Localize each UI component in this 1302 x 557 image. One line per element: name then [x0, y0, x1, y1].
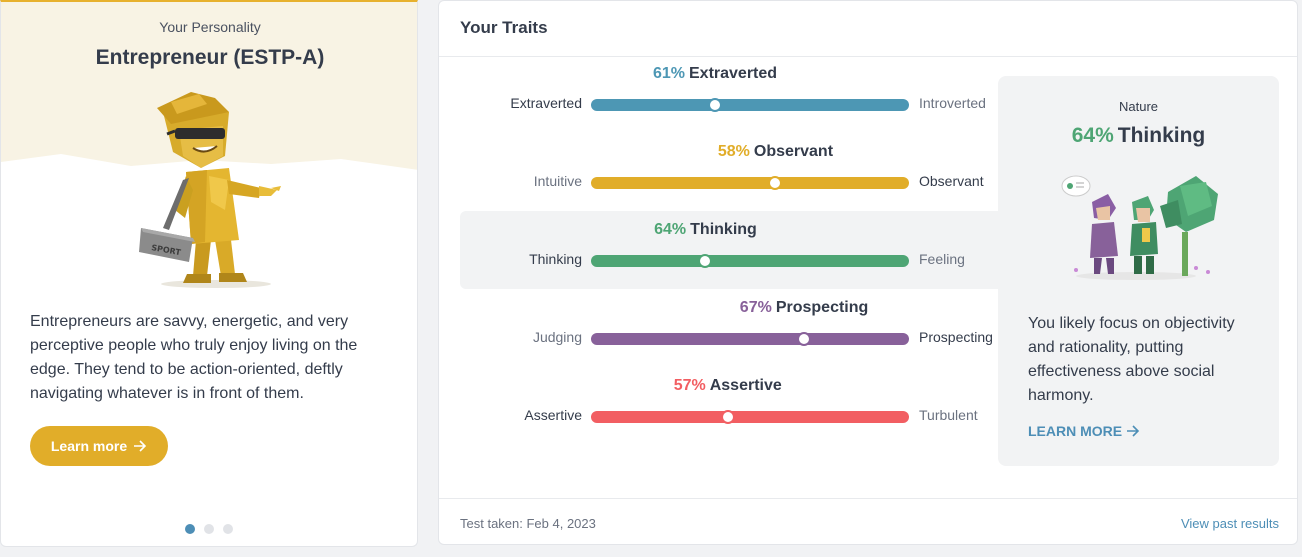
entrepreneur-figure-illustration: SPORT	[139, 92, 281, 288]
view-past-results-link[interactable]: View past results	[1180, 516, 1279, 531]
nature-percent: 64%	[1071, 124, 1114, 147]
trait-row-prospecting[interactable]: 67% Prospecting Judging Prospecting	[460, 289, 1020, 367]
trait-name: Extraverted	[689, 65, 778, 82]
personality-card: Your Personality Entrepreneur (ESTP-A)	[0, 0, 418, 547]
personality-description: Entrepreneurs are savvy, energetic, and …	[30, 313, 358, 402]
nature-name: Thinking	[1117, 124, 1206, 147]
nature-title: 64% Thinking	[998, 124, 1279, 148]
trait-right-label: Observant	[919, 173, 984, 189]
trait-right-label: Introverted	[919, 95, 986, 111]
trait-slider-knob[interactable]	[768, 176, 783, 190]
trait-slider-knob[interactable]	[720, 410, 735, 424]
arrow-right-icon	[1127, 425, 1140, 437]
trait-percent: 57%	[673, 377, 706, 394]
trait-heading: 67% Prospecting	[740, 299, 869, 317]
personality-title: Entrepreneur (ESTP-A)	[95, 46, 325, 69]
trait-left-label: Intuitive	[533, 173, 582, 189]
trait-name: Assertive	[709, 377, 782, 394]
trait-row-observant[interactable]: 58% Observant Intuitive Observant	[460, 133, 1020, 211]
trait-name: Thinking	[690, 221, 757, 238]
trait-row-assertive[interactable]: 57% Assertive Assertive Turbulent	[460, 367, 1020, 445]
trait-percent: 61%	[652, 65, 686, 82]
trait-left-label: Thinking	[529, 251, 582, 267]
nature-learn-more-link[interactable]: LEARN MORE	[1028, 423, 1140, 439]
carousel-dot[interactable]	[185, 524, 195, 534]
trait-bar	[591, 411, 909, 423]
trait-heading: 61% Extraverted	[653, 65, 777, 83]
trait-slider-knob[interactable]	[797, 332, 812, 346]
test-taken-date: Test taken: Feb 4, 2023	[460, 516, 596, 531]
trait-left-label: Judging	[532, 329, 582, 345]
trait-right-label: Feeling	[919, 251, 965, 267]
nature-panel: Nature 64% Thinking	[998, 76, 1279, 466]
trait-left-label: Assertive	[524, 407, 582, 423]
trait-name: Prospecting	[775, 299, 869, 316]
trait-percent: 67%	[739, 299, 772, 316]
traits-card: Your Traits 61% Extraverted Extraverted Int…	[438, 0, 1298, 545]
traits-title: Your Traits	[460, 18, 548, 37]
trait-heading: 64% Thinking	[654, 221, 757, 239]
nature-learn-more-label: LEARN MORE	[1028, 423, 1123, 439]
trait-row-extraverted[interactable]: 61% Extraverted Extraverted Introverted	[460, 55, 1020, 133]
trait-bar	[591, 255, 909, 267]
personality-hero: Your Personality Entrepreneur (ESTP-A)	[1, 2, 417, 292]
learn-more-label: Learn more	[50, 438, 128, 454]
trait-left-label: Extraverted	[510, 95, 582, 111]
hero-background	[1, 2, 417, 170]
trait-heading: 58% Observant	[718, 143, 833, 161]
trait-slider-knob[interactable]	[708, 98, 723, 112]
trait-bar	[591, 99, 909, 111]
arrow-right-icon	[134, 440, 147, 452]
learn-more-button[interactable]: Learn more	[30, 426, 168, 466]
personality-label: Your Personality	[159, 19, 261, 35]
trait-right-label: Turbulent	[919, 407, 978, 423]
trait-percent: 58%	[717, 143, 750, 160]
trait-name: Observant	[753, 143, 834, 160]
trait-right-label: Prospecting	[919, 329, 993, 345]
trait-heading: 57% Assertive	[674, 377, 782, 395]
trait-bar	[591, 333, 909, 345]
trait-slider-knob[interactable]	[698, 254, 713, 268]
carousel-dots	[185, 524, 233, 534]
carousel-dot[interactable]	[223, 524, 233, 534]
traits-footer: Test taken: Feb 4, 2023 View past result…	[439, 498, 1297, 544]
trait-bar	[591, 177, 909, 189]
nature-label: Nature	[1118, 99, 1159, 114]
nature-description: You likely focus on objectivity and rati…	[1028, 315, 1235, 404]
thinking-people-illustration	[1061, 175, 1218, 280]
carousel-dot[interactable]	[204, 524, 214, 534]
trait-percent: 64%	[654, 221, 687, 238]
trait-row-thinking[interactable]: 64% Thinking Thinking Feeling	[460, 211, 1020, 289]
traits-header: Your Traits	[439, 1, 1297, 57]
